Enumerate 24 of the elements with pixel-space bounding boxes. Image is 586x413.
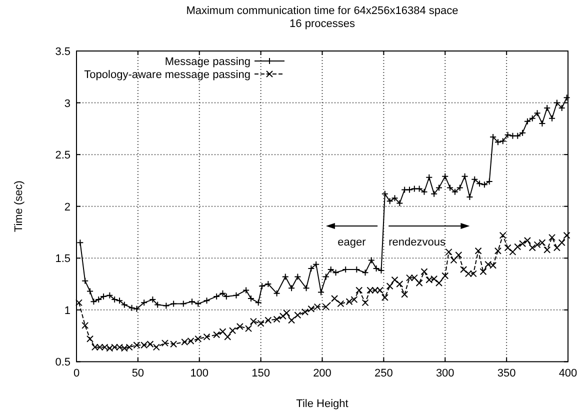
y-tick-label: 3 [64, 98, 70, 110]
annotation: eager [338, 236, 366, 249]
chart-title: Maximum communication time for 64x256x16384 space [186, 5, 458, 17]
x-tick-label: 150 [252, 368, 270, 380]
y-tick-label: 2.5 [55, 150, 70, 162]
y-axis-title: Time (sec) [13, 180, 25, 232]
x-tick-label: 250 [374, 368, 393, 380]
y-tick-label: 1 [64, 304, 70, 317]
chart-subtitle: 16 processes [290, 18, 356, 30]
x-tick-label: 100 [190, 368, 209, 380]
annotation: rendezvous [388, 236, 446, 249]
x-tick-label: 0 [73, 368, 80, 380]
x-tick-label: 350 [497, 368, 516, 380]
y-tick-label: 1.5 [55, 253, 70, 266]
x-tick-label: 400 [558, 368, 578, 380]
x-tick-label: 300 [436, 368, 454, 380]
y-tick-label: 3.5 [55, 46, 70, 58]
y-tick-label: 0.5 [55, 356, 70, 369]
y-tick-label: 2 [64, 201, 70, 214]
legend-label: Topology-aware message passing [84, 69, 250, 81]
x-tick-label: 200 [313, 368, 332, 380]
x-axis-title: Tile Height [296, 398, 348, 410]
legend-label: Message passing [164, 56, 250, 68]
x-tick-label: 50 [132, 368, 144, 380]
